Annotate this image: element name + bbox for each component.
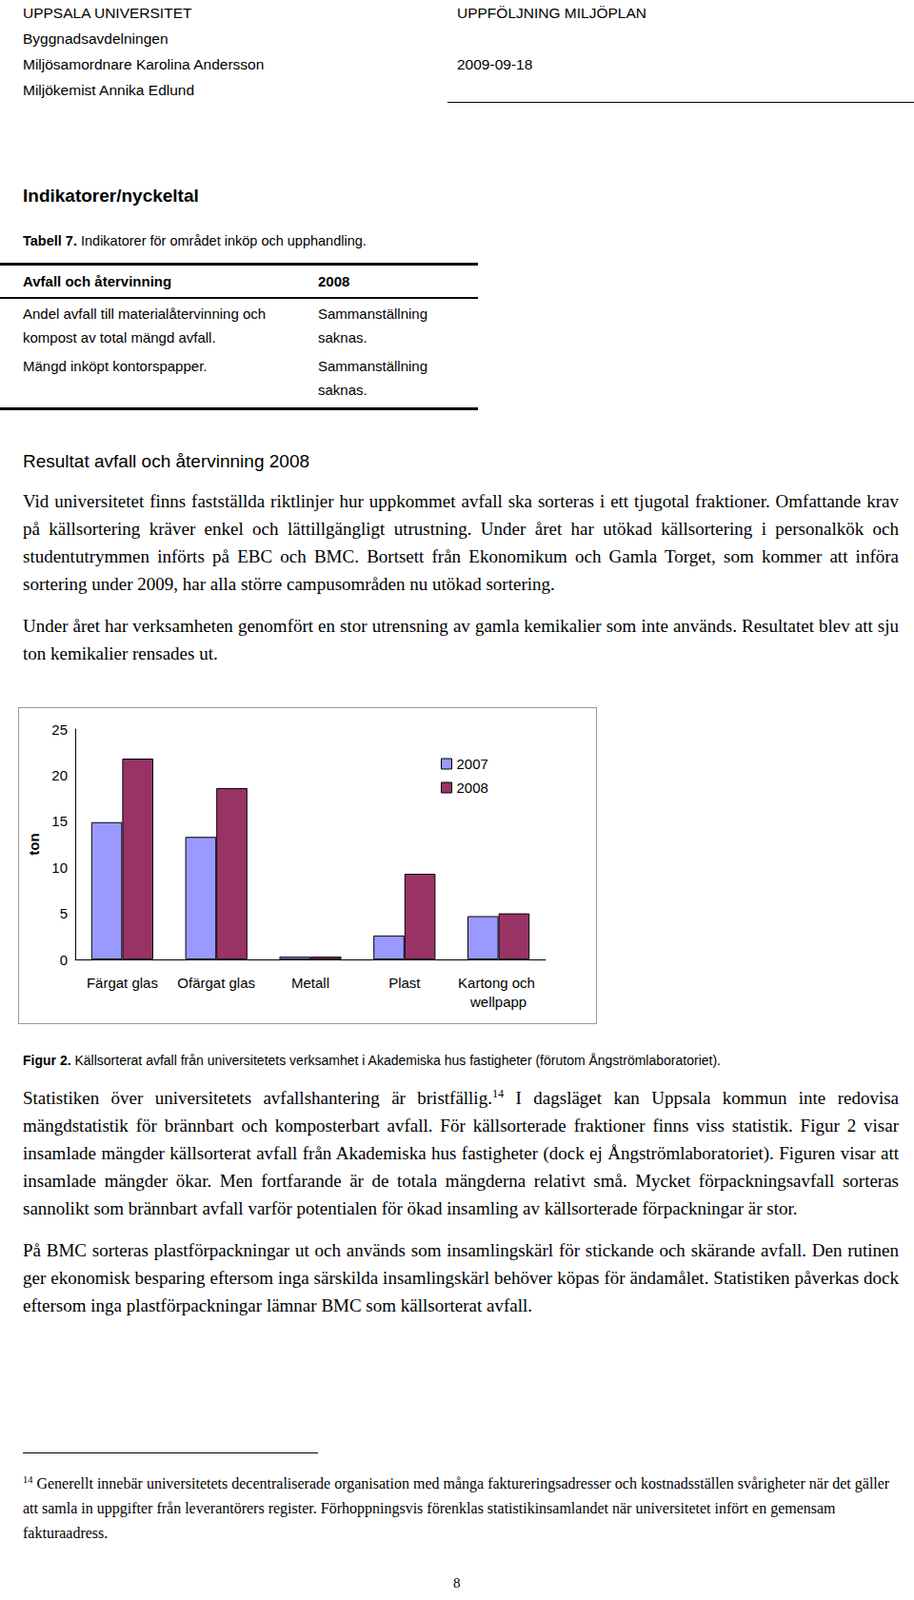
html-text:Avfall och återvinning: Avfall och återvinning — [22, 273, 172, 290]
html-text:Under året har verksamheten ge: Under året har verksamheten genomfört en… — [22, 615, 899, 664]
html-text:På BMC sorteras plastförpackni: På BMC sorteras plastförpackningar ut oc… — [22, 1240, 899, 1316]
html-text:8: 8 — [453, 1575, 461, 1591]
svg-text:15: 15 — [51, 813, 68, 830]
html-text:14Generellt innebär universite: 14Generellt innebär universitetets decen… — [22, 1474, 890, 1542]
svg-text:2008: 2008 — [457, 779, 489, 796]
svg-text:ton: ton — [25, 833, 42, 855]
html-text:2008: 2008 — [317, 273, 350, 290]
html-text:Miljökemist Annika Edlund: Miljökemist Annika Edlund — [22, 81, 195, 99]
html-text:Sammanställning saknas.: Sammanställning saknas. — [317, 305, 428, 346]
html-text:UPPSALA UNIVERSITET: UPPSALA UNIVERSITET — [22, 4, 192, 21]
svg-text:25: 25 — [51, 721, 68, 738]
svg-text:Ofärgat glas: Ofärgat glas — [177, 974, 256, 992]
html-text:Resultat avfall och återvinnin: Resultat avfall och återvinning 2008 — [22, 451, 310, 472]
html-text:Mängd inköpt kontorspapper.: Mängd inköpt kontorspapper. — [22, 357, 208, 375]
svg-text:2007: 2007 — [457, 755, 489, 773]
svg-text:20: 20 — [51, 767, 68, 784]
svg-text:Färgat glas: Färgat glas — [86, 974, 159, 992]
html-text:Statistiken över universitetet: Statistiken över universitetets avfallsh… — [22, 1086, 899, 1219]
html-text:Byggnadsavdelningen: Byggnadsavdelningen — [22, 30, 169, 47]
svg-text:wellpapp: wellpapp — [469, 993, 527, 1011]
svg-text:5: 5 — [59, 905, 68, 922]
svg-text:0: 0 — [59, 952, 68, 969]
svg-text:Metall: Metall — [291, 974, 330, 992]
html-text:Andel avfall till materialåter: Andel avfall till materialåtervinning oc… — [22, 305, 266, 346]
html-text:Indikatorer/nyckeltal: Indikatorer/nyckeltal — [22, 185, 199, 206]
html-text:2009-09-18: 2009-09-18 — [457, 56, 533, 73]
html-text:UPPFÖLJNING MILJÖPLAN: UPPFÖLJNING MILJÖPLAN — [457, 4, 647, 21]
svg-text:Kartong och: Kartong och — [457, 974, 539, 992]
svg-text:Plast: Plast — [388, 974, 421, 992]
html-text:Vid universitetet finns fastst: Vid universitetet finns fastställda rikt… — [22, 491, 899, 595]
html-text:Tabell 7. Indikatorer för områ: Tabell 7. Indikatorer för området inköp … — [22, 233, 367, 249]
svg-text:10: 10 — [51, 859, 68, 876]
html-text:Sammanställning saknas.: Sammanställning saknas. — [317, 357, 428, 398]
html-text:Figur 2. Källsorterat avfall f: Figur 2. Källsorterat avfall från univer… — [22, 1053, 721, 1069]
html-text:Miljösamordnare Karolina Ander: Miljösamordnare Karolina Andersson — [22, 56, 265, 73]
